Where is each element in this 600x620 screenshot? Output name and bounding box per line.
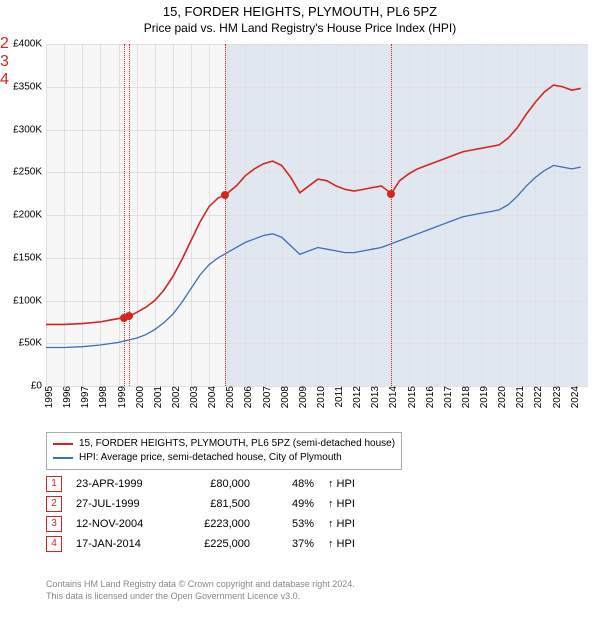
x-tick-label: 1997: [78, 386, 91, 408]
y-tick-label: £200K: [13, 210, 46, 221]
legend-row: HPI: Average price, semi-detached house,…: [53, 451, 395, 465]
sale-date: 23-APR-1999: [76, 478, 166, 490]
x-tick-label: 2008: [278, 386, 291, 408]
y-tick-label: £400K: [13, 39, 46, 50]
sale-date: 17-JAN-2014: [76, 538, 166, 550]
sale-price: £80,000: [180, 478, 250, 490]
x-tick-label: 2013: [368, 386, 381, 408]
chart-titles: 15, FORDER HEIGHTS, PLYMOUTH, PL6 5PZ Pr…: [0, 0, 600, 35]
sale-vline: [124, 44, 125, 386]
y-tick-label: £50K: [19, 338, 46, 349]
x-tick-label: 2021: [513, 386, 526, 408]
sale-vline: [129, 44, 130, 386]
table-row: 4 17-JAN-2014 £225,000 37% ↑ HPI: [46, 534, 355, 554]
x-tick-label: 2014: [386, 386, 399, 408]
x-tick-label: 2015: [405, 386, 418, 408]
x-tick-label: 2018: [459, 386, 472, 408]
series-svg: [46, 44, 588, 386]
sale-hpi-suffix: ↑ HPI: [328, 498, 355, 510]
legend-label: HPI: Average price, semi-detached house,…: [79, 451, 342, 465]
legend-swatch: [53, 443, 73, 445]
x-tick-label: 2010: [314, 386, 327, 408]
x-tick-label: 1995: [42, 386, 55, 408]
y-tick-label: £350K: [13, 81, 46, 92]
x-tick-label: 2022: [531, 386, 544, 408]
sale-hpi-pct: 37%: [264, 538, 314, 550]
x-tick-label: 2002: [169, 386, 182, 408]
x-tick-label: 1999: [115, 386, 128, 408]
x-tick-label: 2020: [495, 386, 508, 408]
x-tick-label: 2003: [187, 386, 200, 408]
sale-marker-dot: [125, 312, 133, 320]
table-row: 1 23-APR-1999 £80,000 48% ↑ HPI: [46, 474, 355, 494]
sale-vline: [225, 44, 226, 386]
x-tick-label: 2001: [151, 386, 164, 408]
x-tick-label: 2005: [223, 386, 236, 408]
x-tick-label: 2017: [441, 386, 454, 408]
legend-label: 15, FORDER HEIGHTS, PLYMOUTH, PL6 5PZ (s…: [79, 437, 395, 451]
sale-price: £223,000: [180, 518, 250, 530]
x-tick-label: 2016: [423, 386, 436, 408]
x-tick-label: 2009: [296, 386, 309, 408]
table-row: 2 27-JUL-1999 £81,500 49% ↑ HPI: [46, 494, 355, 514]
sale-index-box: 1: [46, 476, 62, 492]
sales-table: 1 23-APR-1999 £80,000 48% ↑ HPI 2 27-JUL-1999 £…: [46, 474, 355, 554]
x-tick-label: 2023: [550, 386, 563, 408]
attribution-text: Contains HM Land Registry data © Crown c…: [46, 578, 355, 602]
x-tick-label: 2019: [477, 386, 490, 408]
x-tick-label: 2011: [332, 386, 345, 408]
sale-marker-dot: [387, 190, 395, 198]
sale-marker-dot: [221, 191, 229, 199]
sale-hpi-suffix: ↑ HPI: [328, 518, 355, 530]
x-tick-label: 2012: [350, 386, 363, 408]
sale-index-box: 3: [46, 516, 62, 532]
attribution-line-2: This data is licensed under the Open Gov…: [46, 590, 355, 602]
sale-index-box: 2: [46, 496, 62, 512]
x-tick-label: 2006: [241, 386, 254, 408]
sale-index-box: 4: [46, 536, 62, 552]
x-tick-label: 2007: [260, 386, 273, 408]
table-row: 3 12-NOV-2004 £223,000 53% ↑ HPI: [46, 514, 355, 534]
x-tick-label: 2024: [568, 386, 581, 408]
sale-date: 12-NOV-2004: [76, 518, 166, 530]
sale-price: £225,000: [180, 538, 250, 550]
chart-subtitle: Price paid vs. HM Land Registry's House …: [0, 21, 600, 35]
y-tick-label: £150K: [13, 252, 46, 263]
chart-title: 15, FORDER HEIGHTS, PLYMOUTH, PL6 5PZ: [0, 4, 600, 19]
y-tick-label: £250K: [13, 167, 46, 178]
x-tick-label: 1996: [60, 386, 73, 408]
x-tick-label: 1998: [96, 386, 109, 408]
sale-price: £81,500: [180, 498, 250, 510]
sale-hpi-suffix: ↑ HPI: [328, 538, 355, 550]
y-tick-label: £300K: [13, 124, 46, 135]
sale-vline: [391, 44, 392, 386]
x-tick-label: 2000: [133, 386, 146, 408]
sale-hpi-pct: 49%: [264, 498, 314, 510]
x-tick-label: 2004: [205, 386, 218, 408]
series-line-property: [46, 85, 581, 324]
chart-legend: 15, FORDER HEIGHTS, PLYMOUTH, PL6 5PZ (s…: [46, 432, 402, 470]
legend-row: 15, FORDER HEIGHTS, PLYMOUTH, PL6 5PZ (s…: [53, 437, 395, 451]
attribution-line-1: Contains HM Land Registry data © Crown c…: [46, 578, 355, 590]
sale-date: 27-JUL-1999: [76, 498, 166, 510]
chart-plot-area: £0£50K£100K£150K£200K£250K£300K£350K£400…: [46, 44, 588, 386]
sale-hpi-pct: 48%: [264, 478, 314, 490]
legend-swatch: [53, 457, 73, 459]
y-tick-label: £100K: [13, 295, 46, 306]
sale-hpi-pct: 53%: [264, 518, 314, 530]
sale-hpi-suffix: ↑ HPI: [328, 478, 355, 490]
